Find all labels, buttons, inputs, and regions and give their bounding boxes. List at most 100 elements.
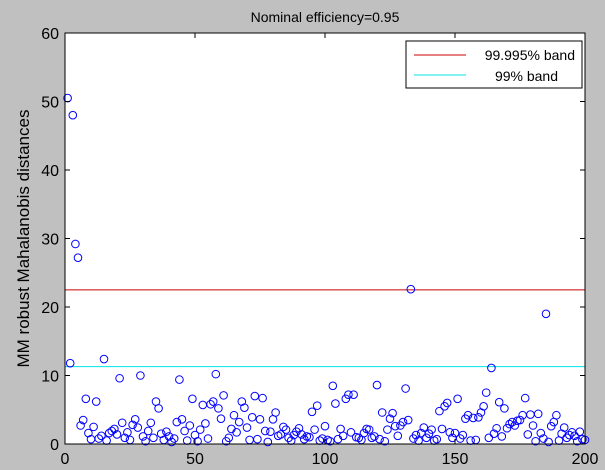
- data-point: [71, 239, 80, 249]
- data-point: [110, 424, 119, 434]
- data-point: [297, 430, 306, 439]
- data-point: [258, 393, 267, 403]
- data-point: [195, 425, 205, 434]
- data-point: [474, 412, 483, 422]
- data-point: [349, 390, 358, 399]
- data-point: [492, 423, 501, 433]
- data-point: [120, 433, 130, 443]
- data-point: [489, 429, 499, 439]
- data-point: [89, 422, 98, 432]
- data-point: [552, 410, 561, 420]
- data-point: [331, 399, 340, 408]
- data-point: [437, 424, 447, 434]
- x-tick-label: 200: [572, 451, 599, 468]
- data-point: [385, 414, 395, 423]
- data-point: [411, 430, 421, 440]
- data-point: [203, 434, 213, 443]
- data-point: [388, 408, 397, 418]
- data-point: [185, 421, 195, 430]
- data-point: [128, 420, 137, 430]
- data-point: [65, 358, 75, 368]
- data-point: [510, 421, 520, 430]
- data-point: [310, 425, 319, 434]
- data-point: [372, 380, 382, 390]
- data-point: [427, 425, 436, 434]
- data-point: [229, 410, 239, 420]
- data-point: [276, 430, 286, 439]
- data-point: [435, 406, 444, 416]
- data-point: [78, 415, 88, 425]
- data-point: [479, 402, 488, 411]
- data-point: [325, 436, 335, 446]
- data-point: [445, 428, 455, 437]
- data-point: [250, 391, 260, 401]
- data-point: [570, 431, 579, 441]
- data-point: [172, 417, 182, 427]
- data-point: [393, 431, 403, 441]
- data-point: [143, 426, 153, 436]
- y-tick-label: 10: [41, 369, 59, 386]
- reference-lines: [65, 289, 585, 368]
- data-point: [494, 397, 504, 407]
- legend-label-99: 99% band: [495, 68, 558, 84]
- data-point: [536, 428, 546, 438]
- data-point: [390, 421, 400, 431]
- data-point: [541, 309, 551, 319]
- x-tick-label: 150: [442, 451, 469, 468]
- data-point: [206, 399, 215, 409]
- data-point: [117, 418, 127, 428]
- data-point: [383, 425, 392, 434]
- data-point: [162, 427, 171, 436]
- data-point: [73, 253, 83, 262]
- data-point: [271, 408, 280, 417]
- x-tick-label: 100: [312, 451, 339, 468]
- data-point: [432, 434, 442, 444]
- data-point: [279, 422, 288, 432]
- y-tick-label: 40: [41, 163, 59, 180]
- data-point: [112, 430, 122, 439]
- data-point: [260, 426, 270, 436]
- data-point: [450, 428, 460, 438]
- data-point: [468, 413, 478, 423]
- data-point: [520, 393, 530, 403]
- data-point: [338, 431, 348, 441]
- data-point: [320, 421, 330, 431]
- data-point: [523, 430, 533, 439]
- data-point: [505, 419, 514, 429]
- plot-area: [65, 33, 585, 444]
- data-point: [453, 394, 462, 404]
- data-point: [154, 404, 163, 413]
- data-point: [211, 369, 221, 379]
- data-point: [247, 412, 257, 422]
- data-point: [224, 433, 234, 443]
- data-point: [375, 434, 384, 444]
- data-point: [214, 404, 223, 413]
- data-point: [364, 425, 374, 434]
- data-point: [328, 381, 338, 391]
- data-point: [559, 423, 569, 432]
- data-point: [281, 425, 291, 434]
- data-point: [318, 434, 327, 443]
- data-point: [284, 433, 293, 443]
- data-point: [377, 408, 387, 417]
- data-point: [138, 432, 148, 441]
- y-axis-label: MM robust Mahalanobis distances: [14, 110, 33, 368]
- data-point: [177, 415, 187, 424]
- y-tick-label: 50: [41, 95, 59, 112]
- data-point: [442, 398, 452, 408]
- data-point: [234, 417, 244, 427]
- data-point: [344, 390, 353, 399]
- data-point: [370, 432, 379, 441]
- data-point: [562, 433, 572, 443]
- data-point: [201, 419, 210, 428]
- data-point: [484, 433, 494, 443]
- legend-box: [405, 40, 583, 89]
- data-point: [76, 421, 85, 430]
- data-markers: [63, 93, 590, 447]
- legend: 99.995% band 99% band: [405, 40, 583, 89]
- data-point: [458, 430, 468, 440]
- y-tick-label: 60: [41, 26, 59, 43]
- data-point: [130, 415, 140, 424]
- data-point: [398, 417, 408, 427]
